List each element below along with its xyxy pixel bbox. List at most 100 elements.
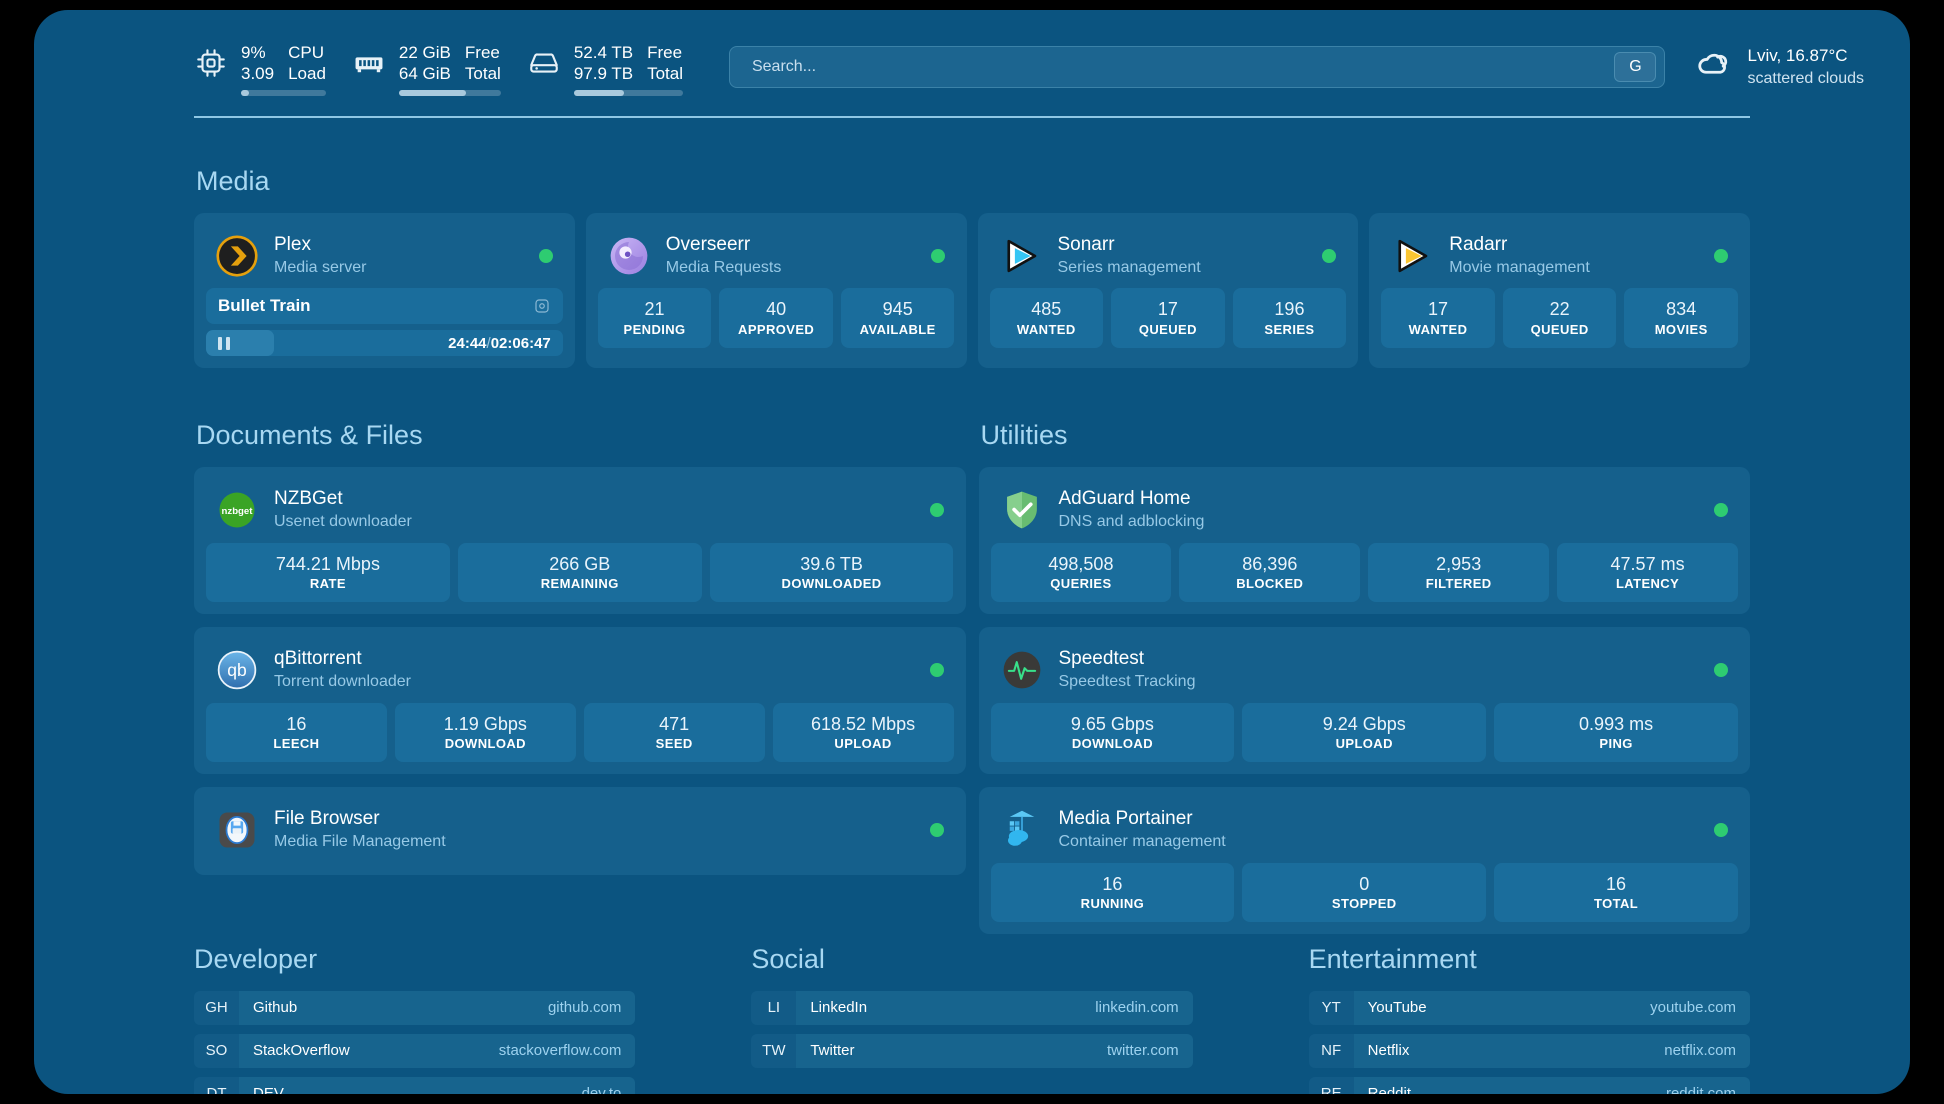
stat-label-bottom: Total	[647, 64, 683, 83]
stat-label: SERIES	[1264, 321, 1315, 337]
card-header: File Browser Media File Management	[206, 799, 954, 862]
service-card[interactable]: AdGuard Home DNS and adblocking 498,508 …	[978, 467, 1750, 615]
system-stats: 9% 3.09 CPU Load 22 GiB 64 GiB Fre	[194, 42, 709, 97]
adguard-shield-icon	[1001, 489, 1043, 531]
bookmark-abbr: YT	[1308, 990, 1354, 1025]
stat-tile[interactable]: 22 QUEUED	[1502, 288, 1617, 348]
service-card[interactable]: Media Portainer Container management 16 …	[978, 787, 1750, 934]
stat-tile[interactable]: 21 PENDING	[597, 288, 712, 348]
service-card[interactable]: qb qBittorrent Torrent downloader 16 LEE…	[194, 627, 966, 775]
stat-value-bottom: 64 GiB	[398, 64, 451, 83]
file-browser-icon	[216, 809, 258, 851]
search-input[interactable]: Search... G	[728, 46, 1666, 88]
stat-tile[interactable]: 945 AVAILABLE	[840, 288, 955, 348]
system-stat-cpu-chip: 9% 3.09 CPU Load	[194, 42, 326, 97]
stat-tile[interactable]: 2,953 FILTERED	[1368, 542, 1550, 603]
service-card[interactable]: Radarr Movie management 17 WANTED 22 QUE…	[1369, 213, 1750, 369]
playback-progress[interactable]: 24:44/02:06:47	[206, 330, 563, 357]
stat-value: 86,396	[1242, 553, 1298, 574]
status-indicator	[929, 663, 944, 677]
service-card[interactable]: Plex Media server Bullet Train 24:44/02:…	[194, 213, 575, 369]
stat-tile[interactable]: 0 STOPPED	[1242, 862, 1487, 922]
stat-value: 17	[1157, 299, 1178, 320]
bookmark-group: Developer GH Github github.com SO StackO…	[194, 944, 636, 1094]
stat-tile[interactable]: 266 GB REMAINING	[457, 542, 702, 603]
stat-tile[interactable]: 1.19 Gbps DOWNLOAD	[394, 702, 576, 763]
stat-label-top: Free	[647, 42, 683, 62]
stat-label: RATE	[309, 576, 346, 592]
service-card[interactable]: Overseerr Media Requests 21 PENDING 40 A…	[585, 213, 967, 369]
service-subtitle: Media server	[274, 258, 367, 276]
stat-tile[interactable]: 498,508 QUERIES	[990, 542, 1172, 603]
stat-tile[interactable]: 86,396 BLOCKED	[1179, 542, 1361, 603]
stat-tile[interactable]: 485 WANTED	[989, 288, 1104, 348]
stat-label: AVAILABLE	[859, 321, 936, 337]
bookmark-url: twitter.com	[1106, 1042, 1179, 1060]
bookmark-url: netflix.com	[1664, 1042, 1736, 1060]
bookmark-body: YouTube youtube.com	[1353, 990, 1750, 1025]
stat-tile[interactable]: 834 MOVIES	[1624, 288, 1738, 348]
bookmark-group-title: Entertainment	[1308, 943, 1477, 974]
bookmark-abbr: TW	[751, 1033, 797, 1068]
stat-tile[interactable]: 47.57 ms LATENCY	[1557, 542, 1738, 603]
bookmark-link[interactable]: YT YouTube youtube.com	[1308, 990, 1750, 1025]
stat-value: 945	[882, 299, 913, 320]
stat-tile[interactable]: 9.24 Gbps UPLOAD	[1242, 702, 1487, 763]
bookmark-url: dev.to	[581, 1085, 622, 1094]
stat-tile[interactable]: 16 TOTAL	[1494, 862, 1738, 922]
bookmark-link[interactable]: SO StackOverflow stackoverflow.com	[194, 1033, 636, 1068]
stat-label: LATENCY	[1615, 576, 1680, 592]
bookmark-link[interactable]: GH Github github.com	[194, 990, 636, 1025]
stat-tile[interactable]: 40 APPROVED	[719, 288, 833, 348]
service-subtitle: Usenet downloader	[274, 513, 412, 531]
gear-icon[interactable]	[533, 297, 551, 315]
bookmark-link[interactable]: RE Reddit reddit.com	[1308, 1076, 1750, 1094]
bookmark-name: LinkedIn	[810, 999, 868, 1017]
section-title-utilities: Utilities	[980, 420, 1068, 451]
bookmark-link[interactable]: NF Netflix netflix.com	[1308, 1033, 1750, 1068]
bookmark-link[interactable]: DT DEV dev.to	[194, 1076, 636, 1094]
cpu-chip-icon	[194, 46, 228, 80]
service-name: qBittorrent	[274, 648, 362, 670]
card-header: Plex Media server	[206, 225, 563, 288]
stat-label: WANTED	[1016, 321, 1076, 337]
stat-tile[interactable]: 16 LEECH	[206, 702, 387, 763]
service-card[interactable]: nzbget NZBGet Usenet downloader 744.21 M…	[194, 467, 966, 615]
service-card[interactable]: Speedtest Speedtest Tracking 9.65 Gbps D…	[978, 627, 1750, 775]
pause-icon[interactable]	[218, 336, 230, 350]
bookmark-link[interactable]: TW Twitter twitter.com	[751, 1033, 1193, 1068]
stat-value: 1.19 Gbps	[443, 713, 527, 734]
stat-tile[interactable]: 39.6 TB DOWNLOADED	[709, 542, 954, 603]
memory-ram-icon	[352, 46, 386, 80]
stat-label: WANTED	[1408, 321, 1468, 337]
stat-tile[interactable]: 0.993 ms PING	[1494, 702, 1738, 763]
now-playing-bar[interactable]: Bullet Train	[206, 288, 563, 325]
stat-label: FILTERED	[1425, 576, 1492, 592]
service-name: Speedtest	[1058, 648, 1145, 670]
stat-tile[interactable]: 618.52 Mbps UPLOAD	[772, 702, 954, 763]
stat-block: 22 GiB 64 GiB Free Total	[398, 42, 501, 97]
stat-value: 744.21 Mbps	[275, 553, 380, 574]
stats-row: 16 LEECH 1.19 Gbps DOWNLOAD 471 SEED 618…	[206, 702, 954, 763]
stat-tile[interactable]: 196 SERIES	[1232, 288, 1347, 348]
search-engine-button[interactable]: G	[1614, 52, 1657, 82]
stat-tile[interactable]: 16 RUNNING	[990, 862, 1235, 922]
bookmark-url: youtube.com	[1650, 999, 1736, 1017]
stat-tile[interactable]: 9.65 Gbps DOWNLOAD	[990, 702, 1235, 763]
stat-value-top: 22 GiB	[398, 42, 451, 62]
stat-progress-bar	[241, 90, 326, 97]
service-name: Overseerr	[665, 234, 751, 255]
service-name: File Browser	[274, 808, 380, 830]
service-card[interactable]: Sonarr Series management 485 WANTED 17 Q…	[977, 213, 1359, 369]
stat-tile[interactable]: 471 SEED	[583, 702, 765, 763]
stat-tile[interactable]: 17 WANTED	[1381, 288, 1495, 348]
stat-label: REMAINING	[540, 576, 619, 592]
status-indicator	[1322, 248, 1337, 263]
stat-tile[interactable]: 744.21 Mbps RATE	[206, 542, 450, 603]
stat-label: APPROVED	[738, 321, 815, 337]
card-header: Speedtest Speedtest Tracking	[991, 639, 1739, 702]
service-card[interactable]: File Browser Media File Management	[194, 787, 966, 875]
stat-tile[interactable]: 17 QUEUED	[1111, 288, 1225, 348]
stats-row: 21 PENDING 40 APPROVED 945 AVAILABLE	[597, 288, 955, 348]
bookmark-link[interactable]: LI LinkedIn linkedin.com	[751, 990, 1193, 1025]
